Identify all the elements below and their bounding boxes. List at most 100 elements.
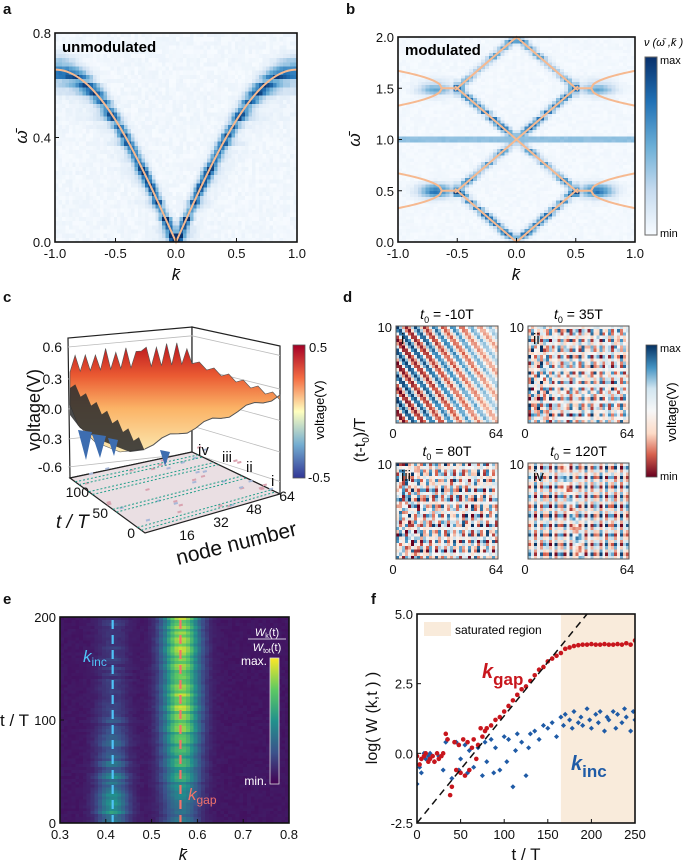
- heatmap-cell: [286, 208, 291, 214]
- heatmap-cell: [61, 221, 66, 226]
- heatmap-cell: [196, 216, 201, 222]
- heatmap-cell: [131, 196, 135, 201]
- heatmap-cell: [182, 116, 187, 122]
- heatmap-cell: [571, 104, 577, 108]
- heatmap-cell: [79, 187, 84, 193]
- heatmap-cell: [186, 221, 191, 226]
- heatmap-cell: [500, 104, 506, 108]
- heatmap-cell: [65, 216, 70, 222]
- heatmap-cell: [227, 99, 232, 105]
- heatmap-cell: [193, 99, 198, 105]
- heatmap-cell: [158, 145, 163, 151]
- heatmap-cell: [544, 97, 549, 102]
- heatmap-cell: [200, 216, 205, 222]
- y-tick-label: 0.8: [33, 26, 51, 41]
- heatmap-cell: [224, 145, 229, 151]
- heatmap-cell: [413, 91, 419, 96]
- heatmap-cell: [186, 99, 191, 105]
- heatmap-cell: [99, 158, 104, 163]
- heatmap-cell: [158, 162, 163, 168]
- heatmap-cell: [99, 70, 104, 76]
- heatmap-cell: [276, 45, 281, 51]
- heatmap-cell: [217, 200, 222, 205]
- heatmap-cell: [595, 97, 600, 102]
- heatmap-cell: [234, 162, 239, 168]
- heatmap-cell: [141, 99, 146, 105]
- heatmap-cell: [425, 46, 430, 51]
- heatmap-cell: [75, 208, 80, 214]
- heatmap-cell: [258, 150, 263, 155]
- heatmap-cell: [536, 88, 541, 92]
- heatmap-cell: [279, 95, 284, 101]
- heatmap-cell: [86, 150, 90, 155]
- heatmap-cell: [293, 179, 298, 184]
- heatmap-cell: [106, 116, 111, 122]
- heatmap-cell: [286, 49, 291, 55]
- heatmap-cell: [61, 233, 66, 239]
- heatmap-cell: [176, 191, 180, 197]
- heatmap-cell: [120, 237, 125, 243]
- heatmap-cell: [417, 49, 423, 54]
- heatmap-cell: [220, 124, 225, 130]
- heatmap-cell: [224, 33, 229, 38]
- heatmap-cell: [290, 62, 294, 67]
- heatmap-cell: [186, 137, 191, 143]
- heatmap-cell: [151, 116, 156, 122]
- heatmap-cell: [496, 81, 502, 86]
- heatmap-cell: [55, 145, 59, 151]
- heatmap-cell: [248, 37, 253, 42]
- heatmap-cell: [155, 166, 160, 172]
- heatmap-cell: [465, 85, 470, 89]
- heatmap-cell: [552, 85, 557, 89]
- heatmap-cell: [248, 91, 253, 97]
- heatmap-cell: [258, 66, 263, 72]
- heatmap-cell: [103, 196, 108, 201]
- heatmap-cell: [93, 166, 97, 172]
- heatmap-cell: [231, 229, 236, 235]
- heatmap-cell: [75, 99, 80, 105]
- heatmap-cell: [141, 116, 146, 122]
- heatmap-cell: [595, 107, 600, 112]
- heatmap-cell: [79, 62, 84, 67]
- heatmap-cell: [615, 56, 620, 60]
- heatmap-cell: [172, 49, 177, 55]
- heatmap-cell: [96, 221, 101, 226]
- heatmap-cell: [241, 112, 246, 117]
- heatmap-cell: [86, 37, 90, 42]
- heatmap-cell: [234, 216, 239, 222]
- heatmap-cell: [151, 175, 156, 180]
- heatmap-cell: [583, 59, 588, 64]
- heatmap-cell: [245, 58, 249, 63]
- heatmap-cell: [148, 137, 153, 143]
- heatmap-cell: [272, 229, 277, 235]
- heatmap-cell: [457, 113, 462, 118]
- heatmap-cell: [110, 166, 115, 172]
- heatmap-cell: [186, 116, 191, 122]
- heatmap-cell: [272, 62, 277, 67]
- heatmap-cell: [579, 81, 585, 86]
- heatmap-cell: [241, 170, 246, 176]
- heatmap-cell: [214, 183, 218, 189]
- heatmap-cell: [134, 41, 139, 46]
- heatmap-cell: [124, 162, 128, 168]
- heatmap-cell: [169, 108, 173, 113]
- heatmap-cell: [473, 75, 478, 80]
- heatmap-cell: [186, 208, 191, 214]
- heatmap-cell: [113, 83, 118, 88]
- heatmap-cell: [72, 120, 77, 126]
- heatmap-cell: [290, 53, 294, 59]
- heatmap-cell: [279, 145, 284, 151]
- heatmap-cell: [265, 221, 270, 226]
- heatmap-cell: [238, 133, 243, 138]
- heatmap-cell: [120, 133, 125, 138]
- heatmap-cell: [186, 200, 191, 205]
- y-tick-label: 0.4: [33, 131, 51, 146]
- heatmap-cell: [172, 116, 177, 122]
- heatmap-cell: [421, 65, 427, 70]
- heatmap-cell: [210, 204, 215, 209]
- heatmap-cell: [234, 108, 239, 113]
- heatmap-cell: [563, 40, 569, 44]
- heatmap-cell: [82, 49, 87, 55]
- heatmap-cell: [269, 229, 274, 235]
- heatmap-cell: [559, 43, 565, 48]
